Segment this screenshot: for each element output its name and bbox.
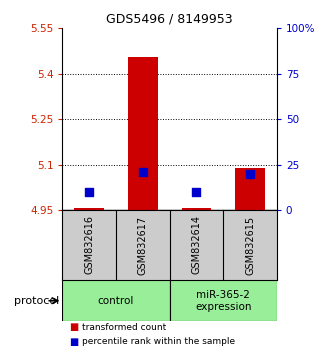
Point [247, 171, 252, 176]
Text: GSM832615: GSM832615 [245, 215, 255, 275]
Text: control: control [98, 296, 134, 306]
Text: GSM832616: GSM832616 [84, 216, 94, 274]
Text: GSM832617: GSM832617 [138, 215, 148, 275]
Text: protocol: protocol [14, 296, 59, 306]
Point [140, 169, 145, 175]
Text: transformed count: transformed count [82, 323, 166, 332]
Title: GDS5496 / 8149953: GDS5496 / 8149953 [106, 13, 233, 26]
Bar [62, 280, 170, 321]
Bar [128, 57, 157, 210]
Bar [75, 209, 104, 210]
Text: ■: ■ [69, 337, 78, 347]
Text: GSM832614: GSM832614 [191, 216, 201, 274]
Bar [235, 167, 265, 210]
Text: miR-365-2
expression: miR-365-2 expression [195, 290, 252, 312]
Point [194, 189, 199, 195]
Point [87, 189, 92, 195]
Text: percentile rank within the sample: percentile rank within the sample [82, 337, 235, 346]
Text: ■: ■ [69, 322, 78, 332]
Bar [182, 209, 211, 210]
Bar [170, 280, 277, 321]
